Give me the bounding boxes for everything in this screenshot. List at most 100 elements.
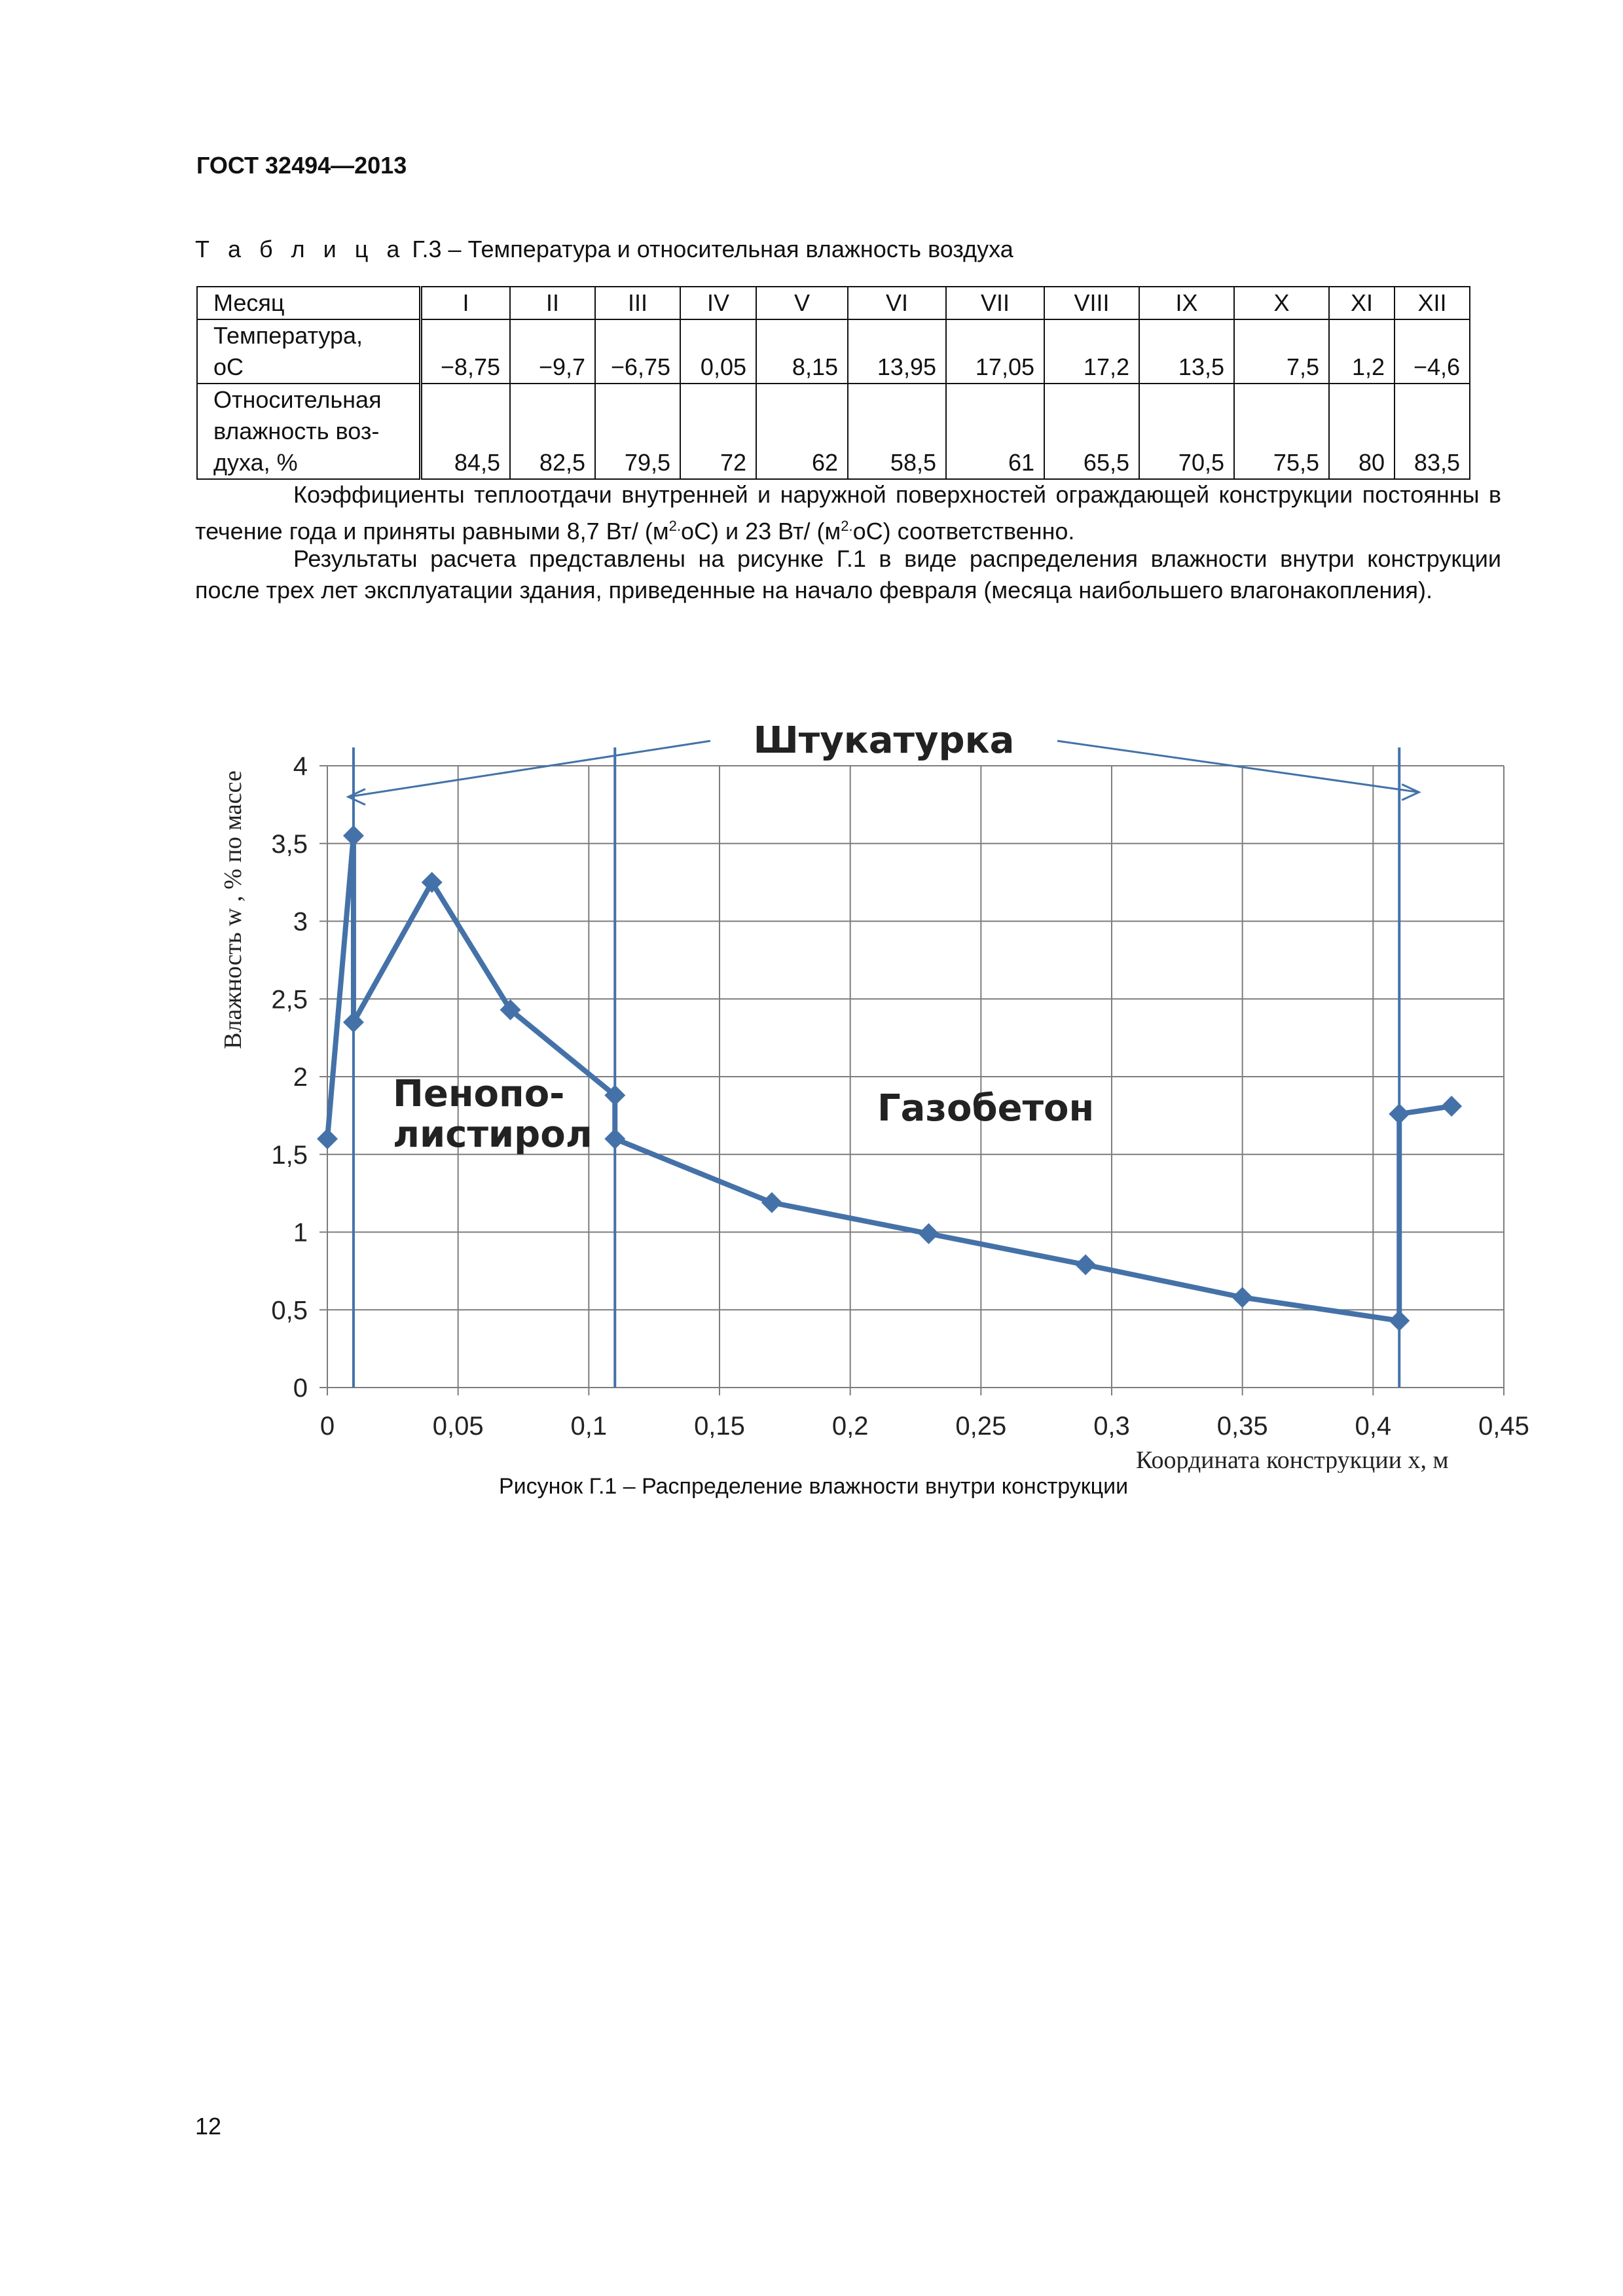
x-axis-title: Координата конструкции x, м (1136, 1446, 1449, 1473)
humidity-cell: 72 (680, 383, 757, 480)
month-cell: IV (680, 286, 757, 320)
climate-table: Месяц I II III IV V VI VII VIII IX X XI … (196, 286, 1470, 480)
temperature-cell: 7,5 (1233, 319, 1330, 384)
table-row-temperature: Температура, oC −8,75 −9,7 −6,75 0,05 8,1… (196, 319, 1470, 384)
data-point-marker (1231, 1287, 1253, 1308)
y-tick-label: 3,5 (271, 830, 308, 859)
row-label-humidity-line3: духа, % (213, 449, 298, 476)
superscript: 2. (841, 518, 853, 534)
x-tick-label: 0,1 (571, 1412, 608, 1441)
paragraph-coefficients-c: oС) соответственно. (852, 518, 1075, 545)
data-point-marker (500, 999, 521, 1020)
humidity-cell: 62 (756, 383, 848, 480)
x-tick-label: 0,4 (1355, 1412, 1392, 1441)
table-row-humidity: Относительная влажность воз-духа, % 84,5 … (196, 383, 1470, 480)
x-tick-label: 0 (320, 1412, 335, 1441)
temperature-cell: 1,2 (1328, 319, 1395, 384)
month-cell: X (1233, 286, 1330, 320)
y-tick-label: 0,5 (271, 1296, 308, 1325)
temperature-cell: −8,75 (420, 319, 511, 384)
table-row-months: Месяц I II III IV V VI VII VIII IX X XI … (196, 286, 1470, 320)
plaster-arrow-left-line (348, 740, 711, 798)
row-label-humidity: Относительная влажность воз-духа, % (196, 383, 422, 480)
chart-series (317, 825, 1463, 1331)
month-cell: XII (1394, 286, 1470, 320)
data-point-marker (604, 1085, 626, 1106)
month-cell: I (420, 286, 511, 320)
row-label-month: Месяц (196, 286, 422, 320)
data-point-marker (1441, 1096, 1463, 1117)
month-cell: XI (1328, 286, 1395, 320)
annotation-foam-line2: листирол (393, 1113, 593, 1156)
x-tick-label: 0,25 (955, 1412, 1006, 1441)
paragraph-coefficients-b: oС) и 23 Вт/ (м (681, 518, 841, 545)
humidity-chart: 0 0,05 0,1 0,15 0,2 0,25 0,3 0,35 0,4 0,45 0 0,5 1 1,… (219, 719, 1529, 1473)
row-label-humidity-line2: влажность воз- (213, 418, 380, 444)
y-tick-label: 0 (293, 1374, 308, 1403)
data-point-marker (761, 1192, 782, 1213)
month-cell: V (756, 286, 848, 320)
row-label-temperature-line2: oC (213, 353, 244, 380)
annotation-aerated-concrete: Газобетон (877, 1087, 1094, 1130)
table-caption-text: Г.3 – Температура и относительная влажно… (405, 236, 1013, 262)
humidity-cell: 61 (945, 383, 1045, 480)
figure-caption: Рисунок Г.1 – Распределение влажности вн… (499, 1474, 1129, 1499)
page-number: 12 (195, 2113, 222, 2140)
x-tick-label: 0,3 (1093, 1412, 1130, 1441)
row-label-temperature-line1: Температура, (213, 322, 363, 349)
humidity-cell: 82,5 (509, 383, 596, 480)
humidity-cell: 58,5 (847, 383, 947, 480)
annotation-foam-line1: Пенопо- (393, 1073, 564, 1115)
month-cell: VII (945, 286, 1045, 320)
x-tick-label: 0,35 (1217, 1412, 1268, 1441)
temperature-cell: 0,05 (680, 319, 757, 384)
data-point-marker (1389, 1103, 1410, 1124)
humidity-cell: 65,5 (1044, 383, 1140, 480)
humidity-cell: 70,5 (1139, 383, 1235, 480)
table-caption: Т а б л и ц а Г.3 – Температура и относи… (195, 236, 1013, 263)
humidity-cell: 75,5 (1233, 383, 1330, 480)
humidity-cell: 80 (1328, 383, 1395, 480)
y-tick-label: 1 (293, 1219, 308, 1247)
month-cell: II (509, 286, 596, 320)
plaster-arrow-right-head (1401, 783, 1421, 801)
y-tick-label: 3 (293, 908, 308, 937)
x-tick-label: 0,05 (433, 1412, 484, 1441)
x-tick-label: 0,15 (694, 1412, 745, 1441)
data-point-marker (421, 872, 443, 893)
x-tick-label: 0,45 (1478, 1412, 1529, 1441)
data-point-marker (1075, 1254, 1097, 1276)
temperature-cell: 17,2 (1044, 319, 1140, 384)
temperature-cell: −6,75 (594, 319, 681, 384)
temperature-cell: 17,05 (945, 319, 1045, 384)
data-point-marker (918, 1223, 939, 1244)
document-code: ГОСТ 32494—2013 (196, 152, 407, 179)
superscript: 2. (668, 518, 682, 534)
month-cell: IX (1139, 286, 1235, 320)
temperature-cell: 13,95 (847, 319, 947, 384)
month-cell: VI (847, 286, 947, 320)
data-point-marker (1389, 1310, 1410, 1331)
data-point-marker (317, 1128, 338, 1149)
plaster-arrow-right-line (1057, 740, 1419, 793)
row-label-humidity-line1: Относительная (213, 386, 382, 413)
temperature-cell: −9,7 (509, 319, 596, 384)
paragraph-coefficients: Коэффициенты теплоотдачи внутренней и на… (195, 479, 1501, 547)
annotation-plaster: Штукатурка (754, 719, 1015, 762)
month-cell: III (594, 286, 681, 320)
plaster-annotation: Штукатурка (346, 719, 1421, 806)
chart-ticks: 0 0,05 0,1 0,15 0,2 0,25 0,3 0,35 0,4 0,45 0 0,5 1 1,… (271, 752, 1529, 1441)
month-cell: VIII (1044, 286, 1140, 320)
temperature-cell: −4,6 (1394, 319, 1470, 384)
paragraph-coefficients-a: Коэффициенты теплоотдачи внутренней и на… (195, 481, 1501, 545)
y-tick-label: 2,5 (271, 985, 308, 1014)
row-label-temperature: Температура, oC (196, 319, 422, 384)
data-point-marker (342, 825, 364, 846)
paragraph-results: Результаты расчета представлены на рисун… (195, 543, 1501, 606)
plaster-arrow-left-head (346, 788, 366, 806)
y-tick-label: 4 (293, 752, 308, 781)
humidity-cell: 79,5 (594, 383, 681, 480)
humidity-cell: 83,5 (1394, 383, 1470, 480)
x-tick-label: 0,2 (832, 1412, 869, 1441)
paragraph-results-text: Результаты расчета представлены на рисун… (195, 545, 1501, 603)
